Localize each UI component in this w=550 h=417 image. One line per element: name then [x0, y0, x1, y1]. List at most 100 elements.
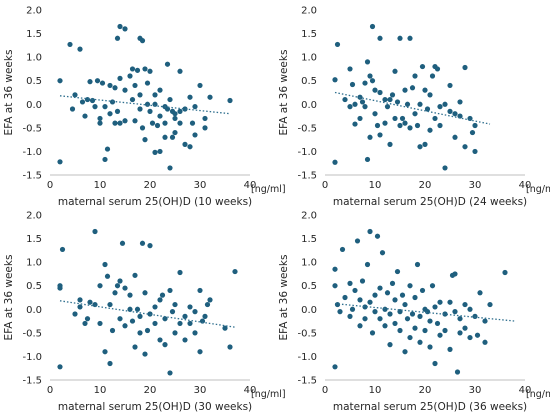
- data-point: [177, 269, 183, 276]
- data-point: [119, 240, 126, 246]
- data-point: [132, 272, 138, 278]
- data-point: [57, 78, 63, 84]
- x-tick-label: 0: [322, 180, 328, 191]
- data-point: [202, 125, 208, 131]
- data-point: [187, 304, 193, 310]
- data-point: [454, 369, 461, 375]
- data-point: [197, 287, 203, 294]
- y-axis-title: EFA at 36 weeks: [278, 255, 290, 341]
- y-tick-label: -1.0: [22, 147, 42, 158]
- data-point: [432, 115, 438, 122]
- data-point: [69, 106, 76, 112]
- data-point: [407, 35, 413, 41]
- data-point: [77, 297, 83, 303]
- data-point: [359, 99, 366, 105]
- data-point: [142, 351, 148, 357]
- data-point: [162, 342, 168, 348]
- data-point: [232, 268, 238, 275]
- x-tick-label: 10: [94, 180, 107, 191]
- data-point: [189, 120, 196, 126]
- data-point: [187, 94, 193, 100]
- data-point: [157, 113, 163, 119]
- data-point: [377, 89, 383, 96]
- data-point: [132, 118, 138, 124]
- data-point: [169, 309, 176, 315]
- data-point: [382, 306, 388, 312]
- data-point: [419, 63, 426, 70]
- data-point: [382, 96, 388, 103]
- x-tick-label: 30: [469, 385, 482, 396]
- data-point: [457, 330, 463, 336]
- data-point: [147, 311, 153, 317]
- y-tick-label: 2.0: [301, 211, 317, 222]
- data-point: [367, 73, 373, 79]
- data-point: [367, 228, 373, 235]
- data-point: [129, 96, 136, 103]
- data-point: [57, 159, 63, 165]
- data-point: [407, 283, 413, 289]
- data-point: [142, 137, 148, 143]
- data-point: [117, 120, 123, 126]
- y-tick-label: 0.0: [301, 100, 317, 111]
- data-point: [374, 122, 381, 129]
- data-point: [347, 280, 353, 286]
- data-point: [457, 99, 463, 105]
- data-point: [402, 349, 408, 355]
- chart-panel-3: -1.5 -1.0 -0.5 0.0 0.5 1.0 1.5 2.0 0 10 20 30 40[ng/…: [3, 211, 286, 414]
- data-point: [412, 325, 418, 331]
- data-point: [139, 240, 146, 246]
- data-point: [102, 349, 108, 355]
- data-point: [434, 66, 441, 72]
- data-point: [177, 68, 183, 74]
- data-point: [157, 337, 163, 343]
- x-axis-title: maternal serum 25(OH)D (10 weeks): [58, 196, 252, 208]
- y-tick-label: -0.5: [22, 123, 42, 134]
- data-point: [392, 297, 398, 303]
- data-point: [144, 101, 151, 107]
- data-point: [72, 311, 78, 317]
- y-tick-label: -1.0: [22, 352, 42, 363]
- data-point: [137, 313, 143, 319]
- data-point: [112, 85, 118, 91]
- data-point: [392, 320, 398, 327]
- data-point: [142, 66, 148, 72]
- data-point: [424, 309, 431, 315]
- y-axis-title: EFA at 36 weeks: [3, 255, 15, 341]
- data-point: [472, 148, 478, 155]
- data-point: [112, 290, 118, 296]
- data-point: [384, 104, 391, 110]
- data-point: [94, 78, 101, 84]
- data-point: [332, 77, 338, 83]
- data-point: [427, 344, 433, 350]
- y-tick-label: -1.0: [297, 147, 317, 158]
- data-point: [187, 144, 193, 150]
- data-point: [399, 115, 406, 122]
- data-point: [399, 292, 406, 298]
- data-point: [409, 85, 416, 91]
- data-point: [162, 316, 168, 322]
- data-point: [377, 132, 383, 138]
- data-point: [147, 108, 153, 114]
- data-point: [157, 148, 163, 155]
- x-tick-label: 0: [47, 385, 53, 396]
- data-point: [84, 96, 91, 103]
- data-point: [424, 106, 431, 112]
- data-point: [102, 104, 108, 110]
- data-point: [107, 360, 113, 367]
- data-point: [117, 75, 123, 81]
- data-point: [182, 313, 188, 319]
- data-point: [374, 233, 381, 239]
- data-point: [182, 106, 188, 112]
- data-point: [407, 334, 413, 341]
- data-point: [387, 342, 393, 348]
- data-point: [332, 283, 338, 289]
- data-point: [389, 92, 396, 98]
- data-point: [122, 323, 128, 329]
- x-unit-label: [ng/ml]: [526, 184, 550, 195]
- data-point: [87, 79, 93, 85]
- data-point: [419, 287, 426, 294]
- data-point: [144, 80, 151, 86]
- y-tick-label: 1.0: [26, 258, 42, 269]
- data-point: [152, 92, 158, 98]
